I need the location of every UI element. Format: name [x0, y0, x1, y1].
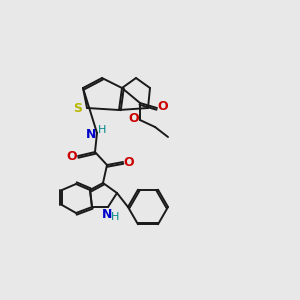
Text: O: O	[129, 112, 139, 124]
Text: S: S	[74, 103, 82, 116]
Text: O: O	[124, 155, 134, 169]
Text: H: H	[98, 125, 106, 135]
Text: H: H	[111, 212, 119, 222]
Text: N: N	[86, 128, 96, 140]
Text: O: O	[67, 149, 77, 163]
Text: N: N	[102, 208, 112, 220]
Text: O: O	[158, 100, 168, 113]
